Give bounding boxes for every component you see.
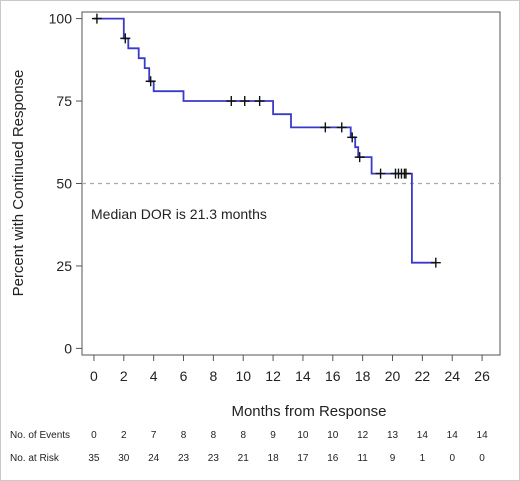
risk-cell: 9 [390,453,396,464]
risk-cell: 1 [420,453,426,464]
risk-cell: 12 [357,430,369,441]
risk-cell: 35 [88,453,100,464]
risk-cell: 8 [181,430,187,441]
risk-cell: 23 [178,453,190,464]
x-tick-label: 22 [415,368,431,384]
y-tick-label: 100 [49,11,73,27]
y-tick-label: 75 [56,93,72,109]
survival-curve [93,17,436,264]
x-tick-label: 8 [209,368,217,384]
risk-cell: 17 [297,453,309,464]
x-tick-label: 20 [385,368,401,384]
censor-mark [226,96,237,107]
x-tick-label: 6 [180,368,188,384]
censor-mark [400,168,411,179]
censor-mark [239,96,250,107]
censor-mark [120,33,131,44]
censor-mark [145,76,156,87]
y-tick-label: 25 [56,258,72,274]
median-annotation: Median DOR is 21.3 months [91,206,267,222]
censor-mark [430,257,441,268]
risk-cell: 14 [447,430,459,441]
censor-mark [375,168,386,179]
risk-cell: 2 [121,430,127,441]
risk-cell: 7 [151,430,157,441]
x-tick-label: 24 [444,368,460,384]
x-tick-label: 0 [90,368,98,384]
risk-cell: 8 [240,430,246,441]
risk-cell: 9 [270,430,276,441]
x-tick-label: 12 [265,368,281,384]
censor-mark [354,152,365,163]
risk-cell: 8 [211,430,217,441]
risk-cell: 16 [327,453,339,464]
risk-cell: 0 [449,453,455,464]
censor-mark [91,13,102,24]
x-tick-label: 26 [474,368,490,384]
risk-cell: 30 [118,453,130,464]
risk-cell: 18 [268,453,280,464]
y-tick-label: 0 [64,340,72,356]
risk-cell: 10 [297,430,309,441]
censor-mark [320,122,331,133]
risk-cell: 13 [387,430,399,441]
risk-row-label: No. of Events [10,430,70,441]
x-tick-label: 10 [235,368,251,384]
risk-cell: 11 [357,453,368,464]
risk-cell: 0 [91,430,97,441]
y-tick-label: 50 [56,176,72,192]
x-tick-label: 4 [150,368,158,384]
risk-cell: 24 [148,453,160,464]
risk-cell: 14 [477,430,489,441]
x-axis-title: Months from Response [231,403,386,420]
x-tick-label: 14 [295,368,311,384]
risk-cell: 14 [417,430,429,441]
y-axis-title: Percent with Continued Response [10,70,27,297]
x-tick-label: 18 [355,368,371,384]
risk-cell: 23 [208,453,220,464]
censor-mark [336,122,347,133]
x-tick-label: 16 [325,368,341,384]
risk-row-label: No. at Risk [10,453,60,464]
risk-cell: 21 [238,453,250,464]
x-tick-label: 2 [120,368,128,384]
censor-mark [254,96,265,107]
censor-mark [347,132,358,143]
risk-cell: 10 [327,430,339,441]
risk-cell: 0 [479,453,485,464]
